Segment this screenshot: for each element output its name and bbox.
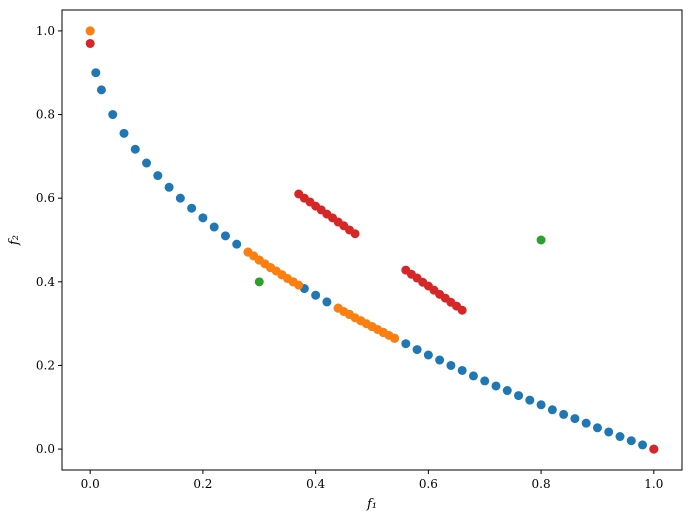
point [581, 418, 591, 428]
point [457, 305, 467, 315]
point [311, 290, 321, 300]
point [108, 110, 118, 120]
point [502, 386, 512, 396]
point [187, 203, 197, 213]
point [350, 229, 360, 239]
point [294, 280, 304, 290]
point [423, 350, 433, 360]
point [468, 371, 478, 381]
point [142, 158, 152, 168]
point [412, 345, 422, 355]
point [536, 400, 546, 410]
point [570, 414, 580, 424]
point [220, 231, 230, 241]
x-tick-label: 0.2 [193, 477, 212, 491]
point [153, 171, 163, 181]
y-tick-label: 1.0 [36, 24, 55, 38]
x-tick-label: 1.0 [644, 477, 663, 491]
point [604, 427, 614, 437]
point [480, 376, 490, 386]
point [536, 235, 546, 245]
point [514, 391, 524, 401]
point [615, 432, 625, 442]
point [446, 360, 456, 370]
point [559, 409, 569, 419]
point [457, 365, 467, 375]
y-tick-label: 0.2 [36, 358, 55, 372]
point [119, 128, 129, 138]
point [85, 38, 95, 48]
point [130, 144, 140, 154]
point [390, 333, 400, 343]
point [525, 395, 535, 405]
point [547, 405, 557, 415]
x-tick-label: 0.6 [419, 477, 438, 491]
point [85, 26, 95, 36]
point [401, 339, 411, 349]
y-tick-label: 0.0 [36, 442, 55, 456]
plot-frame [61, 9, 683, 471]
point [164, 182, 174, 192]
point [592, 423, 602, 433]
x-tick-label: 0.8 [532, 477, 551, 491]
point [209, 222, 219, 232]
point [91, 68, 101, 78]
x-tick-label: 0.0 [81, 477, 100, 491]
point [491, 381, 501, 391]
point [626, 436, 636, 446]
point [232, 239, 242, 249]
y-axis-label: f₂ [7, 235, 22, 246]
point [649, 444, 659, 454]
point [198, 213, 208, 223]
point [254, 277, 264, 287]
y-tick-label: 0.8 [36, 108, 55, 122]
point [638, 440, 648, 450]
x-axis-label: f₁ [366, 497, 377, 512]
point [96, 85, 106, 95]
point [435, 355, 445, 365]
y-tick-label: 0.6 [36, 191, 55, 205]
point [175, 193, 185, 203]
x-tick-label: 0.4 [306, 477, 325, 491]
point [322, 297, 332, 307]
y-tick-label: 0.4 [36, 275, 55, 289]
